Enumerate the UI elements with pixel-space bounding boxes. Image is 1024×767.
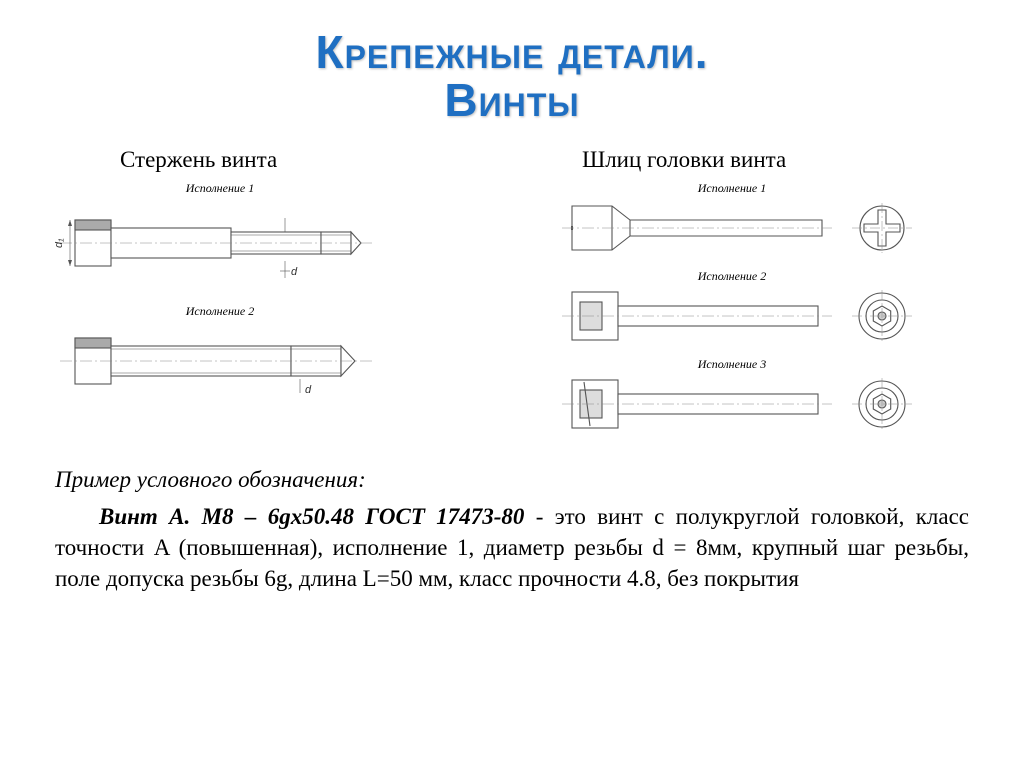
title-line2: Винты	[444, 74, 579, 126]
left-exec1-label: Исполнение 1	[55, 181, 385, 196]
head-exec2-drawing	[552, 286, 932, 341]
label-left: Стержень винта	[0, 147, 512, 173]
column-left: Исполнение 1	[0, 181, 512, 445]
desc-bold: Винт A. M8 – 6gx50.48 ГОСТ 17473-80	[99, 504, 524, 529]
right-exec2-label: Исполнение 2	[552, 269, 912, 284]
description: Винт A. M8 – 6gx50.48 ГОСТ 17473-80 - эт…	[0, 493, 1024, 594]
svg-text:d: d	[305, 384, 312, 396]
right-exec3-label: Исполнение 3	[552, 357, 912, 372]
example-caption: Пример условного обозначения:	[0, 467, 1024, 493]
right-exec1-label: Исполнение 1	[552, 181, 912, 196]
left-exec1-block: Исполнение 1	[55, 181, 395, 288]
head-exec3-drawing	[552, 374, 932, 429]
left-exec2-block: Исполнение 2 d	[55, 304, 395, 401]
svg-text:d: d	[291, 266, 298, 278]
title-line1: Крепежные детали.	[316, 26, 709, 78]
column-right: Исполнение 1	[512, 181, 1024, 445]
left-exec2-label: Исполнение 2	[55, 304, 385, 319]
right-exec3-block: Исполнение 3	[552, 357, 932, 429]
page-title: Крепежные детали. Винты	[0, 0, 1024, 125]
label-right: Шлиц головки винта	[512, 147, 1024, 173]
screw-exec2-drawing: d	[55, 321, 395, 401]
diagrams: Исполнение 1	[0, 181, 1024, 445]
svg-text:d₁: d₁	[55, 237, 65, 247]
section-labels: Стержень винта Шлиц головки винта	[0, 147, 1024, 173]
head-exec1-drawing	[552, 198, 932, 253]
screw-exec1-drawing: d₁ d	[55, 198, 395, 288]
right-exec2-block: Исполнение 2	[552, 269, 932, 341]
right-exec1-block: Исполнение 1	[552, 181, 932, 253]
